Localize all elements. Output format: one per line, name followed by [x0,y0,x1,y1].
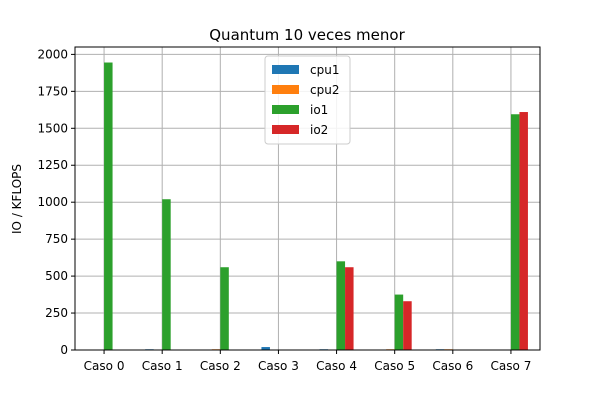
bar-io1-5 [394,294,404,350]
bar-io2-4 [345,267,354,350]
x-axis-ticks: Caso 0 Caso 1 Caso 2 Caso 3 Caso 4 Caso 5 Caso… [84,350,532,373]
y-tick-label: 500 [45,269,68,283]
legend-swatch-io1 [272,105,299,114]
legend-label-cpu2: cpu2 [310,83,339,97]
legend-swatch-cpu2 [272,85,299,94]
legend-label-io2: io2 [310,123,328,137]
plot-frame [74,46,541,351]
y-tick-label: 1250 [37,158,68,172]
y-tick-label: 0 [60,343,68,357]
bar-io1-1 [162,199,171,350]
x-tick-label: Caso 3 [258,359,299,373]
y-tick-label: 1500 [37,121,68,135]
legend-label-io1: io1 [310,103,328,117]
x-tick-label: Caso 6 [432,359,473,373]
bars [104,62,528,351]
x-tick-label: Caso 0 [84,359,125,373]
bar-io1-0 [104,62,113,351]
x-tick-label: Caso 4 [316,359,357,373]
legend-swatch-io2 [272,125,299,134]
y-axis-ticks: 0 250 500 750 1000 1250 1500 1750 2000 [37,47,75,357]
legend-swatch-cpu1 [272,65,299,74]
bar-io1-2 [220,267,229,350]
bar-io2-5 [403,301,412,350]
y-tick-label: 250 [45,306,68,320]
legend-label-cpu1: cpu1 [310,63,339,77]
y-tick-label: 750 [45,232,68,246]
y-tick-label: 2000 [37,47,68,61]
legend: cpu1 cpu2 io1 io2 [264,55,351,145]
y-tick-label: 1000 [37,195,68,209]
x-tick-label: Caso 7 [491,359,532,373]
chart-title: Quantum 10 veces menor [209,26,405,44]
bar-io1-7 [510,114,520,350]
bar-io2-7 [519,112,528,350]
x-tick-label: Caso 5 [374,359,415,373]
x-tick-label: Caso 1 [142,359,183,373]
legend-box [264,55,351,145]
y-axis-label: IO / KFLOPS [10,164,24,234]
bar-io1-4 [336,261,346,350]
y-tick-label: 1750 [37,84,68,98]
bar-cpu1-3 [261,347,270,350]
x-tick-label: Caso 2 [200,359,241,373]
